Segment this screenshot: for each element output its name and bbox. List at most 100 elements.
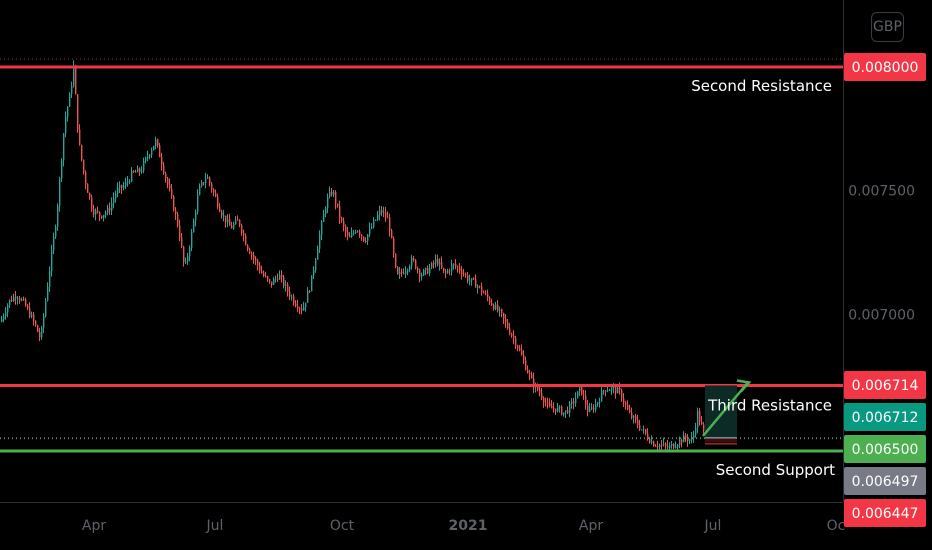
candle-body bbox=[267, 276, 269, 280]
candle-body bbox=[447, 270, 449, 273]
candle-body bbox=[633, 416, 635, 418]
candle-body bbox=[163, 165, 165, 174]
candle-body bbox=[481, 286, 483, 293]
candle-body bbox=[599, 401, 601, 403]
candle-body bbox=[149, 154, 151, 157]
candle-body bbox=[263, 273, 265, 276]
candle-body bbox=[17, 298, 19, 300]
candle-body bbox=[7, 305, 9, 313]
candle-body bbox=[425, 268, 427, 271]
candle-body bbox=[27, 305, 29, 308]
candle-body bbox=[269, 279, 271, 282]
candle-body bbox=[191, 232, 193, 248]
candle-body bbox=[335, 192, 337, 204]
price-badge-label: 0.006714 bbox=[852, 378, 919, 394]
time-tick-label: Jul bbox=[704, 518, 722, 534]
candle-body bbox=[423, 270, 425, 276]
candle-body bbox=[629, 409, 631, 413]
candle-body bbox=[493, 304, 495, 310]
candle-body bbox=[201, 182, 203, 187]
candle-body bbox=[517, 345, 519, 349]
candle-body bbox=[525, 360, 527, 370]
candle-body bbox=[205, 178, 207, 184]
candle-body bbox=[507, 322, 509, 329]
candle-body bbox=[167, 178, 169, 185]
candle-body bbox=[333, 192, 335, 195]
candle-body bbox=[249, 249, 251, 254]
candle-body bbox=[489, 297, 491, 303]
candle-body bbox=[549, 403, 551, 406]
candle-body bbox=[245, 235, 247, 245]
candle-body bbox=[83, 159, 85, 173]
candle-body bbox=[457, 266, 459, 268]
candle-body bbox=[561, 406, 563, 415]
price-badge bbox=[844, 53, 926, 81]
candle-body bbox=[131, 171, 133, 182]
candle-body bbox=[141, 170, 143, 172]
level-annotation-text: Third Resistance bbox=[707, 396, 832, 414]
candle-body bbox=[215, 192, 217, 197]
candle-body bbox=[41, 327, 43, 338]
candle-body bbox=[137, 168, 139, 173]
candle-body bbox=[299, 308, 301, 310]
candle-body bbox=[47, 286, 49, 301]
candle-body bbox=[235, 219, 237, 224]
candle-body bbox=[281, 275, 283, 277]
candle-body bbox=[465, 274, 467, 276]
candle-body bbox=[471, 278, 473, 281]
long-position-projection[interactable] bbox=[702, 379, 752, 445]
candle-body bbox=[671, 443, 673, 446]
candle-body bbox=[389, 217, 391, 231]
candle-body bbox=[111, 203, 113, 211]
candle-body bbox=[145, 157, 147, 162]
currency-button[interactable]: GBP bbox=[871, 12, 904, 42]
candle-body bbox=[619, 387, 621, 391]
candle-body bbox=[177, 214, 179, 226]
time-tick-label: Jul bbox=[206, 518, 224, 534]
candle-body bbox=[469, 280, 471, 282]
candle-body bbox=[223, 215, 225, 217]
candle-body bbox=[479, 286, 481, 288]
candle-body bbox=[405, 271, 407, 274]
candle-body bbox=[151, 150, 153, 155]
candle-body bbox=[661, 444, 663, 446]
candle-body bbox=[351, 233, 353, 238]
candle-body bbox=[687, 438, 689, 442]
candle-body bbox=[653, 441, 655, 447]
candle-body bbox=[387, 217, 389, 219]
candle-body bbox=[53, 236, 55, 251]
candle-body bbox=[467, 275, 469, 281]
level-lines bbox=[0, 58, 843, 453]
candle-body bbox=[383, 212, 385, 214]
time-axis[interactable]: Apr Jul Oct 2021 Apr Jul Oc bbox=[0, 502, 845, 535]
candle-body bbox=[3, 316, 5, 320]
candle-body bbox=[153, 145, 155, 151]
price-axis[interactable]: 0.007500 0.007000 bbox=[843, 0, 916, 502]
candle-body bbox=[367, 234, 369, 242]
candle-body bbox=[399, 271, 401, 275]
candle-body bbox=[699, 410, 701, 422]
candle-body bbox=[391, 230, 393, 239]
candle-body bbox=[635, 416, 637, 420]
candle-body bbox=[233, 223, 235, 229]
candle-body bbox=[355, 231, 357, 233]
candle-body bbox=[531, 374, 533, 379]
candle-body bbox=[227, 219, 229, 223]
candle-body bbox=[679, 439, 681, 446]
candle-body bbox=[87, 184, 89, 194]
candle-body bbox=[419, 269, 421, 277]
candle-body bbox=[113, 198, 115, 204]
candle-body bbox=[271, 281, 273, 285]
price-badge bbox=[844, 434, 926, 463]
candle-body bbox=[321, 221, 323, 235]
candle-body bbox=[59, 178, 61, 206]
candle-body bbox=[133, 171, 135, 173]
candle-body bbox=[621, 390, 623, 399]
candle-body bbox=[239, 219, 241, 226]
price-badges: 0.008000 0.006714 0.006712 0.006500 0.006497… bbox=[844, 53, 926, 527]
candle-body bbox=[273, 279, 275, 285]
candle-body bbox=[115, 193, 117, 199]
candle-body bbox=[401, 271, 403, 273]
candle-body bbox=[319, 234, 321, 249]
